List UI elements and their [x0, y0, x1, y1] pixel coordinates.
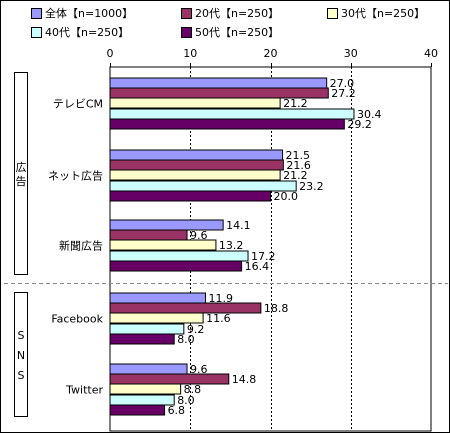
data-label: 21.2	[283, 169, 308, 182]
group-label: 告	[16, 175, 27, 188]
bar	[109, 190, 271, 202]
bar	[109, 108, 355, 120]
legend-label-40s: 40代【n=250】	[45, 26, 130, 39]
category-label: Facebook	[51, 312, 103, 325]
legend-swatch-20s	[181, 7, 192, 19]
data-label: 29.2	[347, 118, 372, 131]
legend-item-30s: 30代【n=250】	[327, 6, 425, 20]
group-box	[14, 292, 28, 417]
legend-item-all: 全体【n=1000】	[31, 6, 133, 20]
bar	[109, 149, 284, 161]
data-label: 17.2	[251, 250, 276, 263]
data-label: 20.0	[274, 190, 299, 203]
x-tick-label: 40	[424, 47, 438, 60]
data-label: 30.4	[357, 108, 382, 121]
legend-item-20s: 20代【n=250】	[181, 6, 279, 20]
data-label: 11.9	[208, 292, 233, 305]
legend-item-40s: 40代【n=250】	[31, 25, 129, 39]
group-label: 広	[16, 161, 27, 174]
bar	[109, 292, 206, 304]
data-label: 18.8	[264, 302, 289, 315]
data-label: 21.6	[286, 159, 311, 172]
data-label: 8.0	[177, 394, 195, 407]
bar	[109, 404, 166, 416]
data-label: 23.2	[299, 180, 324, 193]
bar	[109, 260, 243, 272]
bar	[109, 159, 284, 171]
category-label: Twitter	[65, 383, 103, 396]
group-label: N	[17, 349, 25, 362]
legend-label-50s: 50代【n=250】	[195, 26, 280, 39]
data-label: 9.6	[190, 229, 208, 242]
bar	[109, 180, 297, 192]
x-tick-label: 10	[183, 47, 197, 60]
bar	[109, 97, 281, 109]
legend-swatch-30s	[327, 7, 338, 19]
data-label: 9.2	[187, 323, 205, 336]
bar	[109, 373, 230, 385]
legend-swatch-40s	[31, 26, 42, 38]
legend-item-50s: 50代【n=250】	[181, 25, 279, 39]
category-label: ネット広告	[48, 169, 103, 182]
bar	[109, 250, 249, 262]
x-tick-label: 30	[344, 47, 358, 60]
data-label: 8.8	[184, 383, 202, 396]
bar	[109, 239, 217, 251]
x-tick-label: 0	[107, 47, 114, 60]
group-label: S	[18, 369, 25, 382]
group-box	[14, 72, 28, 275]
legend-label-20s: 20代【n=250】	[195, 7, 280, 20]
bar	[109, 77, 328, 89]
data-label: 16.4	[245, 260, 269, 273]
bar	[109, 302, 262, 314]
legend-label-all: 全体【n=1000】	[45, 7, 134, 20]
group-label: S	[18, 329, 25, 342]
legend-label-30s: 30代【n=250】	[341, 7, 426, 20]
data-label: 27.2	[331, 87, 356, 100]
bar	[109, 118, 345, 130]
data-label: 27.0	[330, 77, 355, 90]
data-label: 21.2	[283, 97, 308, 110]
data-label: 6.8	[168, 404, 186, 417]
data-label: 11.6	[206, 312, 231, 325]
legend-swatch-50s	[181, 26, 192, 38]
legend-swatch-all	[31, 7, 42, 19]
data-label: 13.2	[219, 239, 244, 252]
bar	[109, 363, 188, 375]
data-label: 14.8	[232, 373, 257, 386]
category-label: テレビCM	[53, 97, 103, 110]
data-label: 9.6	[190, 363, 208, 376]
bar	[109, 323, 185, 335]
bar	[109, 383, 182, 395]
bar	[109, 394, 175, 406]
data-label: 8.0	[177, 333, 195, 346]
category-label: 新聞広告	[59, 238, 103, 252]
legend: 全体【n=1000】 20代【n=250】 30代【n=250】 40代【n=2…	[0, 0, 450, 44]
bar	[109, 312, 204, 324]
bar	[109, 169, 281, 181]
data-label: 14.1	[226, 219, 251, 232]
x-tick-label: 20	[264, 47, 278, 60]
bar	[109, 333, 175, 345]
bar	[109, 229, 188, 241]
data-label: 21.5	[286, 149, 311, 162]
